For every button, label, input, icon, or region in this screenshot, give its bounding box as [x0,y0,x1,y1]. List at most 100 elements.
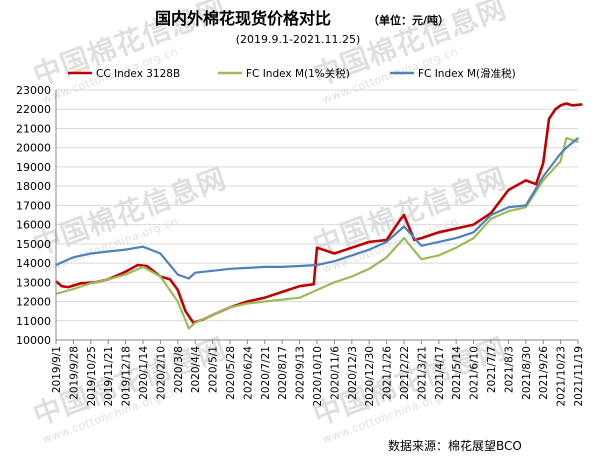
data-point [194,321,196,324]
data-point [211,270,214,272]
data-point [525,206,527,209]
data-point [542,175,544,178]
data-point [264,266,266,268]
data-point [571,104,573,107]
y-tick-label: 13000 [16,276,51,289]
data-point [229,306,231,309]
data-point [490,212,492,214]
data-point [455,246,458,249]
data-point [535,183,537,185]
data-point [264,296,266,299]
data-point [525,204,527,207]
x-tick-label: 2021/2/22 [399,346,411,400]
x-tick-label: 2021/5/14 [451,346,463,400]
data-point [559,160,562,162]
x-tick-label: 2020/11/6 [329,346,341,400]
data-point [525,179,527,182]
data-point [403,225,405,228]
data-point [577,137,579,139]
data-point [472,231,475,234]
data-point [351,254,353,257]
x-tick-label: 2021/8/3 [503,346,515,393]
data-point [281,291,284,293]
data-point [90,282,92,285]
data-point [107,278,109,281]
data-point [281,298,284,301]
data-point [455,237,458,239]
data-point [385,256,388,259]
data-point [194,271,196,274]
data-point [159,252,162,255]
y-tick-label: 22000 [16,103,51,116]
legend-label: FC Index M(滑准税) [418,67,516,80]
data-point [313,283,315,286]
data-point [184,310,187,313]
legend-label: FC Index M(1%关税) [246,67,350,80]
data-point [548,118,550,120]
y-tick-label: 10000 [16,334,51,347]
y-tick-label: 15000 [16,238,51,251]
data-point [229,268,231,270]
data-point [137,264,139,266]
x-tick-label: 2020/9/13 [295,346,307,400]
data-point [577,141,579,143]
data-point [316,264,318,266]
data-point [420,237,423,239]
data-point [490,214,492,216]
data-point [169,278,171,281]
data-point [61,285,63,288]
x-tick-label: 2020/3/8 [173,346,185,393]
data-point [559,152,562,155]
data-point [403,214,405,216]
data-point [490,218,492,220]
data-point [316,289,318,291]
x-tick-label: 2020/5/28 [225,346,237,400]
y-tick-label: 23000 [16,84,51,97]
data-point [554,108,557,110]
y-tick-label: 12000 [16,296,51,309]
x-tick-label: 2021/3/21 [416,346,428,400]
data-point [298,296,301,299]
data-source: 数据来源：棉花展望BCO [388,439,522,453]
data-point [246,300,249,303]
x-tick-label: 2019/12/18 [121,346,133,407]
y-tick-label: 21000 [16,122,51,135]
data-point [107,250,109,253]
data-point [72,256,75,259]
data-point [420,245,423,247]
data-point [398,220,401,222]
y-tick-label: 20000 [16,142,51,155]
data-point [146,265,148,267]
data-point [368,241,371,243]
data-point [333,252,336,255]
data-point [177,300,179,303]
x-tick-label: 2020/6/24 [242,346,254,400]
y-tick-label: 11000 [16,315,51,328]
chart-title: 国内外棉花现货价格对比 [155,9,331,28]
y-tick-label: 19000 [16,161,51,174]
data-point [281,266,284,268]
data-point [542,179,544,182]
data-point [420,258,423,261]
data-point [333,260,336,263]
data-point [188,327,190,330]
x-tick-label: 2019/9/28 [68,346,80,400]
data-point [507,206,510,209]
x-tick-label: 2021/8/30 [521,346,533,400]
data-point [124,270,127,273]
data-point [246,302,249,305]
data-point [80,282,82,285]
data-point [142,245,144,248]
data-point [264,300,266,303]
data-point [403,237,405,239]
data-point [298,265,301,267]
legend-label: CC Index 3128B [96,68,180,80]
x-tick-label: 2020/4/4 [190,346,202,393]
data-point [385,241,388,243]
data-point [368,268,371,270]
data-point [351,275,353,278]
data-point [472,237,475,239]
data-point [581,103,583,106]
x-tick-label: 2020/8/17 [277,346,289,400]
